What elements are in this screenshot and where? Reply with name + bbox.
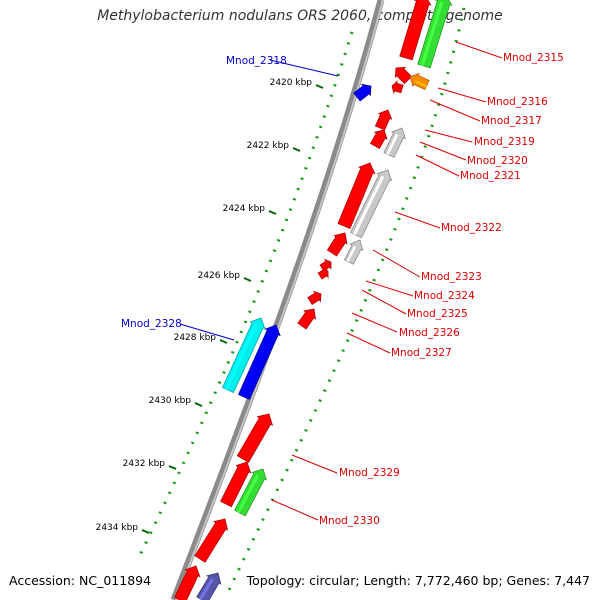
kbp-tick-label: 2430 kbp [149,396,192,406]
leader-line-right [271,499,319,521]
kbp-tick-mark [168,465,177,470]
kbp-tick-mark [268,210,277,215]
gene-mnod-2320-shine [372,134,381,146]
gene-mnod-2316-shine [398,72,408,82]
kbp-tick-label: 2426 kbp [198,271,241,281]
gene-mnod-2315-a-shine [402,1,423,58]
map-title: Methylobacterium nodulans ORS 2060, comp… [97,8,503,24]
gene-mnod-2315-b-shine [420,1,444,66]
gene-mnod-2316-b-shine [414,80,427,88]
topology-text: Topology: circular; Length: 7,772,460 bp… [246,573,590,588]
genome-backbone-highlight [175,0,384,600]
leader-line-right [455,41,503,59]
gene-mnod-2318 [353,83,372,102]
gene-mnod-2322-a-shine [340,169,367,226]
kbp-tick-label: 2428 kbp [174,333,217,343]
kbp-tick-label: 2422 kbp [247,141,290,151]
gene-label: Mnod_2329 [339,467,400,479]
outer-dotted-track [138,31,354,556]
kbp-tick-label: 2434 kbp [96,523,139,533]
gene-mnod-2317 [391,80,404,95]
gene-mnod-2319-shine [377,115,385,128]
gene-label: Mnod_2328 [121,318,182,330]
leader-line-right [372,249,421,278]
kbp-tick-mark [194,402,203,407]
kbp-tick-mark [243,277,252,282]
gene-mnod-2317-shine [394,87,402,92]
gene-label: Mnod_2318 [226,55,287,67]
gene-label: Mnod_2330 [319,515,380,527]
gene-label: Mnod_2315 [503,52,564,64]
kbp-tick-mark [219,339,228,344]
leader-line-left [269,59,339,77]
gene-mnod-2326-shine [308,294,318,301]
gene-mnod-2329-b-shine [223,467,244,504]
leader-line-right [415,154,460,177]
leader-line-right [361,289,407,315]
gene-label: Mnod_2322 [441,222,502,234]
gene-label: Mnod_2327 [391,347,452,359]
leader-line-right [429,99,481,122]
gene-mnod-2328-a-shine [225,323,258,390]
leader-line-right [424,129,473,143]
gene-mnod-2331-shine [197,524,221,559]
gene-mnod-2316 [394,66,413,85]
leader-line-right [291,454,338,474]
gene-mnod-2316-b [409,72,430,91]
leader-line-right [365,280,414,297]
gene-mnod-2323-shine [329,238,341,253]
gene-mnod-2321-shine [386,133,399,155]
gene-mnod-2320 [370,129,388,150]
gene-label: Mnod_2326 [399,327,460,339]
gene-mnod-2324-shine [320,262,328,268]
leader-line-right [346,332,391,354]
gene-mnod-2333-shine [199,578,214,600]
gene-mnod-2327 [297,308,317,330]
gene-label: Mnod_2319 [474,136,535,148]
gene-mnod-2330-shine [237,474,260,513]
gene-mnod-2332-shine [177,571,193,600]
kbp-tick-label: 2420 kbp [270,78,313,88]
leader-line-right [437,87,487,103]
accession-text: Accession: NC_011894 [9,573,152,588]
leader-line-right [419,141,467,161]
gene-label: Mnod_2316 [487,96,548,108]
gene-label: Mnod_2321 [460,170,521,182]
kbp-tick-mark [315,84,324,89]
kbp-tick-mark [141,529,150,534]
leader-line-right [394,211,441,229]
leader-line-left [179,323,235,341]
gene-label: Mnod_2324 [414,290,475,302]
kbp-tick-label: 2432 kbp [123,459,166,469]
gene-mnod-2318-shine [355,87,366,97]
gene-label: Mnod_2325 [407,308,468,320]
gene-mnod-2329-a-shine [239,419,265,459]
kbp-tick-mark [292,147,301,152]
gene-mnod-2327-shine [299,313,310,326]
gene-label: Mnod_2323 [421,271,482,283]
gene-mnod-2328-b-shine [240,330,273,397]
gene-mnod-2323-b-shine [346,245,357,262]
kbp-tick-label: 2424 kbp [223,204,266,214]
gene-mnod-2322-b-shine [353,175,385,235]
gene-label: Mnod_2320 [467,155,528,167]
genome-backbone [170,0,385,600]
gene-label: Mnod_2317 [481,115,542,127]
leader-line-right [351,312,398,333]
gene-mnod-2325-shine [318,271,326,276]
